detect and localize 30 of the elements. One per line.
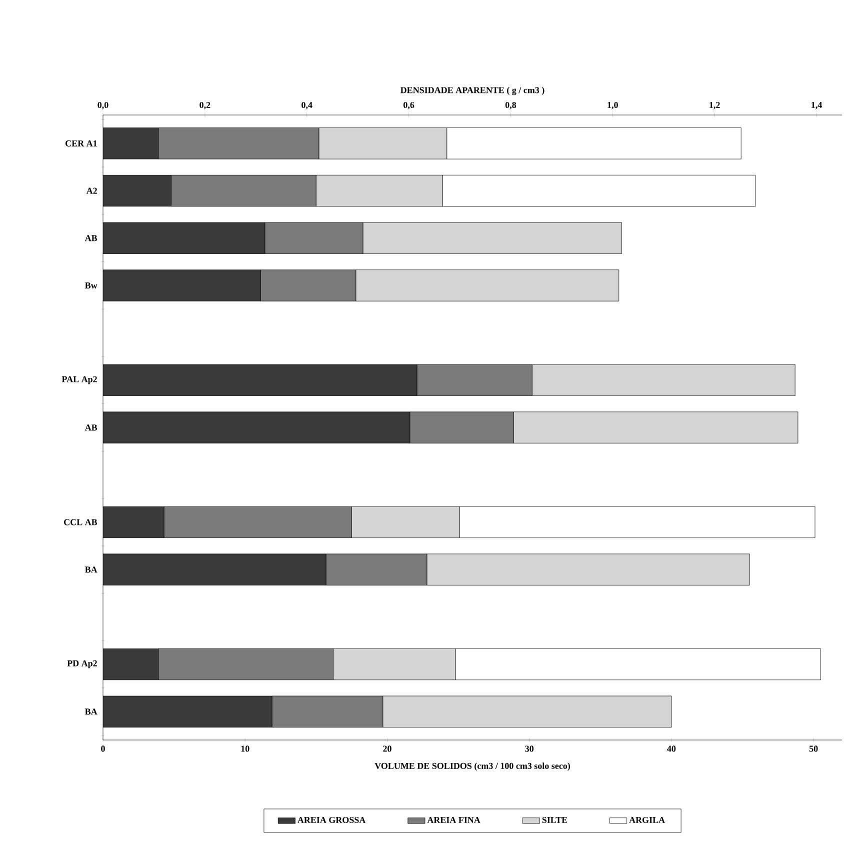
legend-label: ARGILA xyxy=(629,816,665,824)
x-axis-title: VOLUME DE SOLIDOS (cm3 / 100 cm3 solo seco) xyxy=(374,762,570,771)
y-tick-label: PD Ap2 xyxy=(67,660,97,668)
x2-tick-label: 1,0 xyxy=(608,102,618,110)
y-tick-label: BA xyxy=(84,566,98,573)
y-tick-label: PAL Ap2 xyxy=(62,376,97,384)
y-tick-label: AB xyxy=(84,424,98,430)
y-tick-label: A2 xyxy=(86,188,97,194)
y-tick-label: CER A1 xyxy=(66,140,97,146)
legend-label: AREIA GROSSA xyxy=(298,816,366,824)
legend-label: SILTE xyxy=(542,816,568,824)
x2-tick-label: 0,2 xyxy=(200,102,210,110)
y-tick-label: CCL AB xyxy=(64,519,98,526)
y-tick-label: Bw xyxy=(84,282,98,288)
legend-label: AREIA FINA xyxy=(427,816,480,823)
x2-tick-label: 1,4 xyxy=(812,102,822,110)
x-tick-label: 0 xyxy=(101,746,105,752)
y-tick-label: BA xyxy=(84,708,98,715)
x2-tick-label: 0,6 xyxy=(404,102,414,110)
y-tick-label: AB xyxy=(84,235,98,242)
x-tick-label: 10 xyxy=(241,746,250,752)
x2-tick-label: 0,0 xyxy=(98,102,108,110)
x-tick-label: 20 xyxy=(383,746,392,752)
x2-axis-title: DENSIDADE APARENTE ( g / cm3 ) xyxy=(400,86,544,96)
x-tick-label: 30 xyxy=(525,746,534,752)
x2-tick-label: 1,2 xyxy=(710,102,720,110)
x-tick-label: 40 xyxy=(667,746,676,752)
x2-tick-label: 0,8 xyxy=(505,102,516,110)
x-tick-label: 50 xyxy=(809,746,818,752)
x2-tick-label: 0,4 xyxy=(302,102,312,110)
